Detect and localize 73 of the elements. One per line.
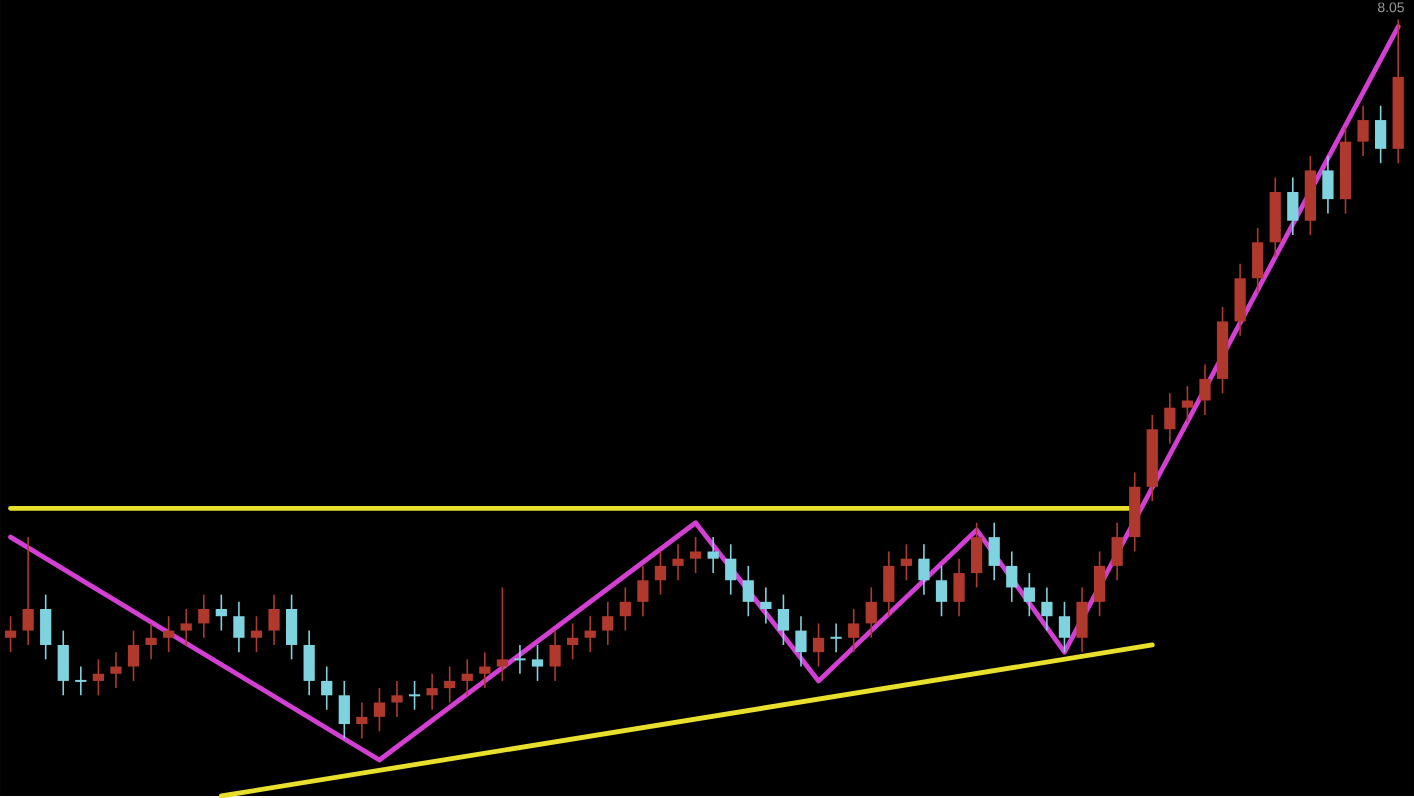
- candlestick: [163, 615, 175, 653]
- candlestick: [303, 629, 315, 696]
- candlestick: [1181, 385, 1194, 423]
- candlestick: [1164, 392, 1176, 445]
- candlestick: [1041, 586, 1053, 632]
- candlestick: [760, 586, 772, 625]
- candlestick: [285, 593, 298, 660]
- candlestick: [110, 651, 122, 689]
- candlestick: [1375, 104, 1387, 164]
- candlestick: [233, 600, 245, 653]
- candlestick: [373, 687, 386, 732]
- candlestick: [567, 622, 579, 660]
- candlestick: [250, 615, 263, 653]
- candlestick: [1234, 262, 1246, 337]
- candlestick: [531, 643, 544, 682]
- candlestick: [1357, 104, 1369, 157]
- candlestick: [180, 608, 192, 646]
- candlestick: [479, 651, 491, 689]
- candlestick: [988, 521, 1000, 581]
- candlestick: [40, 593, 52, 660]
- candlestick: [268, 593, 280, 646]
- candlestick: [619, 586, 631, 632]
- candlestick: [1287, 176, 1299, 236]
- candlestick: [900, 543, 912, 581]
- candlestick: [391, 679, 403, 718]
- candlestick: [1111, 521, 1123, 581]
- candlestick: [883, 550, 895, 617]
- candlestick: [496, 586, 509, 682]
- candlestick: [215, 593, 227, 632]
- candlestick: [1023, 572, 1035, 617]
- candlestick: [407, 679, 422, 711]
- candlestick: [1006, 550, 1018, 603]
- candlestick: [461, 658, 473, 696]
- candlestick: [444, 665, 456, 704]
- candlestick: [795, 615, 807, 668]
- candlestick: [637, 564, 649, 617]
- candlestick: [127, 629, 140, 682]
- candlestick: [829, 622, 843, 653]
- candlestick: [92, 658, 104, 696]
- candlestick: [672, 543, 684, 581]
- candlestick: [1058, 600, 1071, 653]
- candlestick: [1076, 586, 1088, 653]
- candlestick: [971, 521, 983, 589]
- candlestick: [426, 672, 438, 711]
- candlestick: [145, 622, 157, 660]
- candlestick: [198, 593, 210, 639]
- candlestick: [321, 665, 333, 711]
- candlestick: [848, 608, 860, 653]
- candlestick: [338, 679, 350, 740]
- candlestick: [22, 536, 34, 646]
- candlestick: [953, 557, 965, 617]
- candlestick: [865, 586, 877, 639]
- candlestick: [742, 564, 754, 617]
- candlestick: [4, 615, 17, 653]
- candlestick: [812, 622, 825, 668]
- candlestick: [1252, 226, 1264, 294]
- candlestick: [707, 536, 719, 574]
- candlestick: [725, 543, 737, 596]
- candlestick: [584, 615, 596, 653]
- candlestick: [1093, 550, 1106, 617]
- candlestick: [1322, 155, 1334, 215]
- candlestick: [918, 543, 930, 596]
- candlestick: [1199, 363, 1211, 416]
- candlestick: [356, 701, 368, 740]
- candlestick: [549, 629, 561, 682]
- candlestick: [74, 665, 88, 696]
- candlestick: [57, 629, 69, 696]
- candlestick: [777, 593, 790, 646]
- candlestick: [513, 643, 527, 675]
- candlestick: [689, 536, 702, 574]
- candlestick: [602, 600, 614, 646]
- candlestick: [935, 564, 948, 617]
- candlestick: [654, 550, 667, 596]
